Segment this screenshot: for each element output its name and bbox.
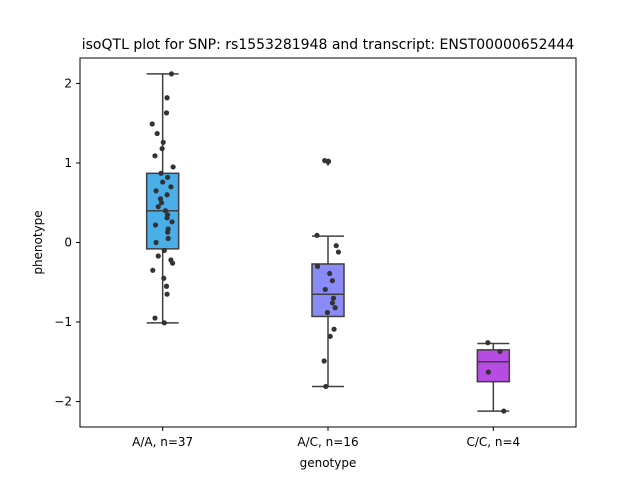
- y-tick-label: 2: [64, 76, 72, 90]
- data-point: [161, 275, 167, 281]
- data-point: [314, 232, 320, 238]
- box-group: [311, 157, 345, 390]
- data-point: [158, 170, 164, 176]
- data-point: [155, 204, 161, 210]
- data-point: [169, 219, 175, 225]
- data-point: [160, 179, 166, 185]
- data-point: [165, 229, 171, 235]
- data-point: [325, 158, 332, 164]
- data-point: [153, 239, 159, 246]
- data-point: [161, 247, 167, 254]
- data-point: [150, 267, 156, 273]
- data-point: [168, 184, 174, 190]
- data-point: [163, 110, 170, 116]
- data-point: [154, 130, 160, 137]
- data-point: [327, 270, 333, 277]
- data-point: [327, 333, 333, 339]
- data-point: [169, 260, 176, 266]
- y-tick-label: −1: [54, 315, 72, 329]
- data-point: [158, 200, 165, 206]
- x-tick-label: C/C, n=4: [466, 435, 520, 449]
- plot-area: [145, 71, 511, 414]
- data-point: [485, 340, 491, 346]
- data-point: [152, 153, 158, 159]
- chart-title: isoQTL plot for SNP: rs1553281948 and tr…: [82, 37, 575, 53]
- data-point: [501, 408, 507, 414]
- x-tick-label: A/A, n=37: [132, 435, 193, 449]
- data-point: [164, 192, 170, 198]
- data-point: [497, 348, 503, 355]
- x-axis-label: genotype: [300, 456, 357, 470]
- data-point: [332, 305, 338, 311]
- data-point: [330, 295, 337, 301]
- data-point: [165, 235, 171, 242]
- data-point: [329, 278, 335, 284]
- box-group: [145, 71, 180, 326]
- data-point: [164, 95, 170, 101]
- data-point: [164, 291, 170, 297]
- data-point: [164, 215, 170, 221]
- data-point: [165, 174, 171, 180]
- data-point: [161, 320, 167, 326]
- data-point: [329, 300, 335, 306]
- data-point: [170, 164, 176, 170]
- x-tick-label: A/C, n=16: [297, 435, 358, 449]
- data-point: [314, 263, 321, 269]
- data-point: [331, 326, 337, 332]
- data-point: [324, 309, 331, 316]
- data-point: [162, 208, 169, 214]
- y-axis: −2 −1 0 1 2: [54, 76, 80, 409]
- data-point: [149, 121, 155, 127]
- data-point: [335, 249, 342, 255]
- data-point: [485, 369, 491, 375]
- iqr-box: [476, 349, 511, 383]
- data-point: [322, 286, 328, 293]
- y-tick-label: 1: [64, 156, 72, 170]
- data-point: [152, 315, 158, 321]
- data-point: [333, 243, 339, 249]
- data-point: [321, 358, 327, 364]
- box-group: [476, 340, 511, 414]
- x-axis: A/A, n=37 A/C, n=16 C/C, n=4: [132, 427, 520, 449]
- data-point: [157, 196, 164, 202]
- data-point: [160, 139, 166, 145]
- data-point: [155, 253, 161, 259]
- data-point: [159, 146, 165, 152]
- y-tick-label: −2: [54, 395, 72, 409]
- y-tick-label: 0: [64, 236, 72, 250]
- data-point: [152, 222, 159, 228]
- data-point: [163, 283, 170, 289]
- data-point: [168, 71, 175, 77]
- data-point: [323, 383, 329, 390]
- data-point: [153, 188, 159, 194]
- y-axis-label: phenotype: [31, 210, 45, 274]
